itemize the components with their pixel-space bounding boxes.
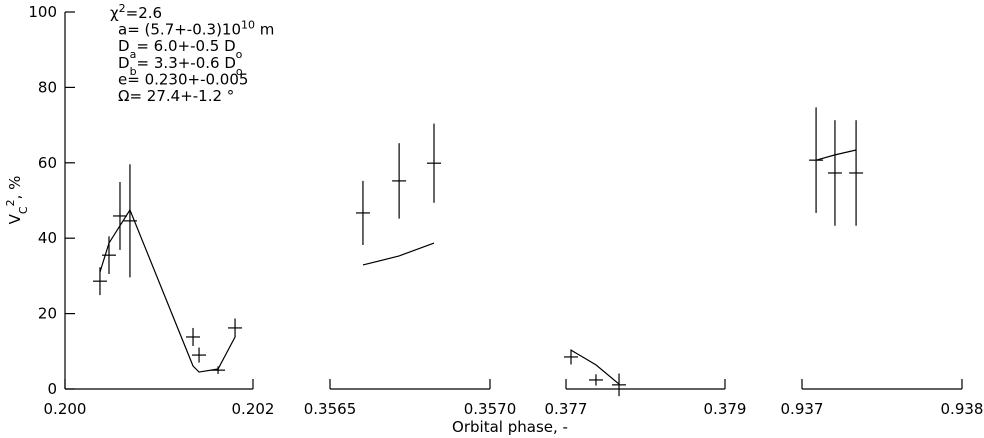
annotation: e= 0.230+-0.005 [118,70,248,88]
annotation-part: χ [110,4,119,22]
annotation-part: e= 0.230+-0.005 [118,70,248,88]
model-line [99,208,236,373]
y-axis-label: VC2, % [4,176,30,225]
x-tick-label: 0.377 [545,400,588,418]
model-line [815,149,857,161]
annotation: χ2=2.6 [110,2,162,23]
y-tick-label: 100 [28,3,57,21]
y-axis-label-part: , % [6,176,24,200]
y-axis-label-part: C [17,206,30,214]
annotation: Ω= 27.4+-1.2 ° [118,87,234,105]
annotation-part: a [130,48,137,61]
annotation-part: o [236,48,243,61]
annotation-part: 10 [241,18,255,31]
annotation-part: 2 [119,2,126,15]
x-tick-label: 0.202 [232,400,275,418]
x-axis-label: Orbital phase, - [452,418,568,436]
annotation-part: = 3.3+-0.6 D [137,54,236,72]
y-tick-label: 0 [47,380,57,398]
y-tick-label: 60 [38,154,57,172]
x-tick-label: 0.3570 [464,400,517,418]
annotation-part: b [130,64,137,77]
annotation-part: o [236,64,243,77]
annotation: Db= 3.3+-0.6 Do [118,54,243,78]
annotation-part: = 6.0+-0.5 D [136,37,235,55]
annotation: Da= 6.0+-0.5 Do [118,37,243,61]
annotation-part: m [255,21,274,39]
y-axis-label-part: 2 [4,199,17,206]
y-tick-label: 40 [38,229,57,247]
model-line [570,349,620,385]
annotation-part: a= (5.7+-0.3)10 [118,21,241,39]
annotation: a= (5.7+-0.3)1010 m [118,18,274,39]
annotation-part: D [118,54,130,72]
x-tick-label: 0.379 [704,400,747,418]
y-tick-label: 20 [38,305,57,323]
y-axis-label-part: V [6,213,24,224]
x-tick-label: 0.200 [44,400,87,418]
annotation-part: =2.6 [126,4,162,22]
model-line [362,242,435,266]
annotation-part: Ω= 27.4+-1.2 ° [118,87,234,105]
annotation-part: D [118,37,130,55]
x-tick-label: 0.938 [941,400,984,418]
x-tick-label: 0.937 [781,400,824,418]
x-tick-label: 0.3565 [304,400,357,418]
y-tick-label: 80 [38,78,57,96]
